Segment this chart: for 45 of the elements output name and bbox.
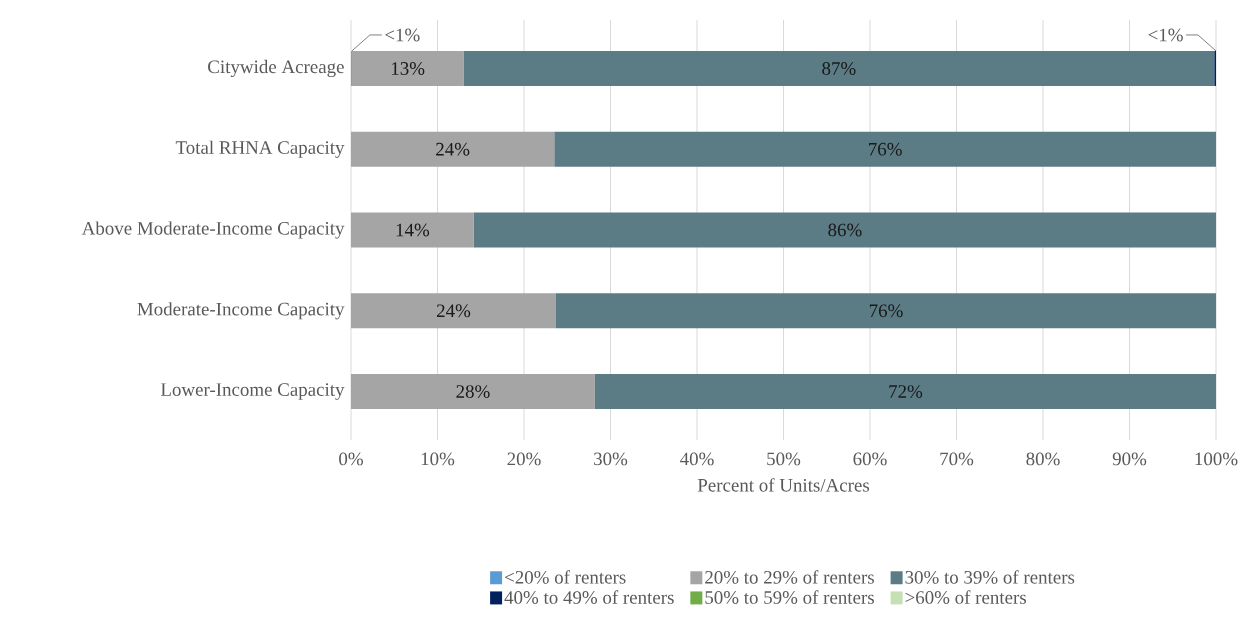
data-label: 24% [436,142,470,156]
y-tick-label: Citywide Acreage [208,59,344,78]
data-label: 14% [396,223,430,237]
bar [473,212,1217,248]
y-tick-label: Total RHNA Capacity [175,140,345,158]
annotation: <1% [1148,28,1183,42]
x-tick-label: 100% [1195,452,1238,466]
bar [554,131,1217,167]
bar [463,50,1215,86]
data-label: 28% [456,385,490,398]
legend-label: 40% to 49% of renters [504,590,674,604]
y-tick-label: Moderate-Income Capacity [137,302,345,320]
data-label: 72% [889,385,923,398]
legend-label: >60% of renters [905,590,1027,604]
bar [351,374,595,410]
bar [556,293,1217,329]
x-tick-label: 30% [594,452,628,466]
x-tick-label: 70% [940,452,974,466]
y-tick-label: Above Moderate-Income Capacity [81,221,345,239]
data-label: 24% [436,304,471,318]
x-tick-label: 40% [680,452,714,466]
x-tick-label: 80% [1026,452,1060,466]
x-tick-label: 20% [507,452,541,466]
x-tick-label: 90% [1112,452,1147,466]
bar [351,50,464,86]
legend-label: 20% to 29% of renters [705,570,874,584]
x-axis-title: Percent of Units/Acres [697,478,870,492]
x-tick-label: 60% [853,452,887,466]
data-label: 76% [869,304,903,318]
bar [351,131,555,167]
bar [351,212,474,248]
x-tick-label: 0% [339,452,363,466]
annotation: <1% [385,28,420,42]
bar [594,374,1217,410]
data-label: 87% [822,62,856,75]
data-label: 86% [828,223,862,237]
y-tick-label: Lower-Income Capacity [160,383,345,400]
x-tick-label: 10% [421,452,455,466]
legend-label: <20% of renters [505,570,626,584]
bar [351,293,556,329]
x-tick-label: 50% [767,452,801,466]
legend-label: 50% to 59% of renters [705,590,874,604]
legend-label: 30% to 39% of renters [905,570,1075,584]
data-label: 13% [391,62,425,75]
data-label: 76% [869,142,902,156]
